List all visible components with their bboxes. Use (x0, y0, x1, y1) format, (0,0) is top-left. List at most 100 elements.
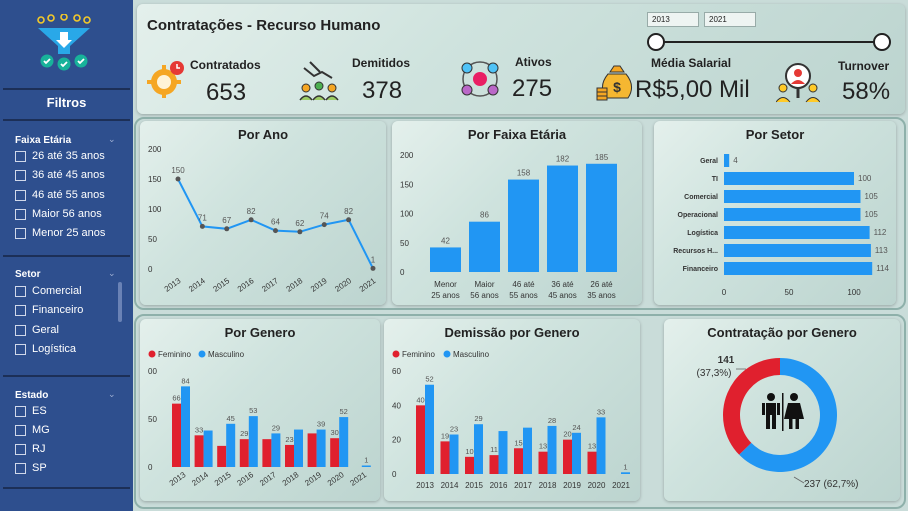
donut-slice-feminino (723, 358, 780, 455)
legend-marker-masculino (198, 350, 206, 358)
slicer-estado-item[interactable]: SP (15, 462, 47, 474)
data-label: 71 (198, 213, 207, 222)
year-slider-track[interactable] (656, 41, 882, 43)
x-tick-label: 2017 (258, 470, 278, 488)
chart-por-setor: Por Setor Geral 4 TI 100 Comercial 105 Operaci… (654, 121, 896, 305)
bar-masculino (339, 417, 349, 467)
x-tick-label: 26 até (590, 280, 613, 289)
bar-masculino (474, 424, 483, 474)
chevron-down-icon[interactable]: ⌄ (108, 134, 116, 144)
legend-label: Feminino (402, 350, 435, 359)
x-tick-label: 45 anos (548, 291, 576, 300)
x-tick-label: 2021 (612, 481, 630, 490)
checkbox[interactable] (15, 405, 26, 417)
header-panel (137, 4, 905, 114)
bar (724, 172, 854, 185)
year-slider-start-handle[interactable] (647, 33, 665, 51)
y-tick-label: 100 (400, 210, 414, 219)
bar-masculino (498, 431, 508, 474)
slicer-setor-item[interactable]: Geral (15, 324, 59, 336)
y-tick-label: 150 (148, 175, 162, 184)
data-label: 52 (340, 407, 348, 416)
x-tick-label: Maior (474, 280, 494, 289)
data-label: 86 (480, 211, 489, 220)
legend-marker-feminino (148, 350, 156, 358)
data-label: 158 (517, 169, 531, 178)
checkbox[interactable] (15, 208, 26, 220)
slicer-estado-title: Estado (15, 390, 49, 401)
data-label: 100 (858, 174, 872, 183)
year-start-input[interactable]: 2013 (647, 12, 699, 27)
checkbox[interactable] (15, 443, 26, 455)
sidebar-divider (3, 255, 130, 257)
slicer-setor-item[interactable]: Logística (15, 343, 76, 355)
slicer-estado-item[interactable]: RJ (15, 443, 45, 455)
x-tick-label: 2020 (326, 470, 346, 488)
bar-feminino (262, 439, 272, 467)
checkbox[interactable] (15, 304, 26, 316)
checkbox[interactable] (15, 227, 26, 239)
x-tick-label: 2014 (187, 276, 207, 294)
y-tick-label: 40 (392, 401, 401, 410)
chart-title: Por Ano (237, 127, 289, 142)
slicer-setor-item[interactable]: Comercial (15, 285, 82, 297)
chevron-down-icon[interactable]: ⌄ (108, 268, 116, 278)
slicer-faixa-item[interactable]: 46 até 55 anos (15, 189, 105, 201)
slicer-setor-item[interactable]: Financeiro (15, 304, 83, 316)
data-point (346, 217, 352, 223)
bar-masculino (523, 427, 532, 474)
y-tick-label: 200 (148, 145, 162, 154)
data-point (248, 217, 254, 223)
data-label: 1 (364, 456, 368, 465)
slicer-scrollbar[interactable] (118, 282, 122, 322)
bar-masculino (226, 423, 236, 467)
checkbox[interactable] (15, 169, 26, 181)
kpi-media-label: Média Salarial (651, 56, 732, 70)
category-label: Comercial (684, 194, 718, 201)
year-slider-end-handle[interactable] (873, 33, 891, 51)
y-tick-label: 150 (400, 180, 414, 189)
sidebar-divider (3, 487, 130, 489)
slicer-faixa-item[interactable]: Maior 56 anos (15, 208, 102, 220)
slicer-estado-item[interactable]: MG (15, 424, 50, 436)
data-label: 185 (595, 153, 609, 162)
checkbox[interactable] (15, 150, 26, 162)
slicer-faixa-item[interactable]: 26 até 35 anos (15, 150, 105, 162)
bar-feminino (285, 444, 294, 467)
data-label: 10 (465, 447, 473, 456)
bar-masculino (572, 432, 581, 474)
bar-masculino (596, 417, 606, 474)
top-charts-frame (134, 117, 906, 310)
chevron-down-icon[interactable]: ⌄ (108, 389, 116, 399)
hbar-chart: Geral 4 TI 100 Comercial 105 Operacional 105 Log… (673, 154, 890, 297)
slicer-faixa-item[interactable]: Menor 25 anos (15, 227, 105, 239)
x-tick-label: 2014 (441, 481, 459, 490)
slice-label: 237 (62,7%) (804, 479, 858, 490)
slicer-estado-item[interactable]: ES (15, 405, 47, 417)
bar-masculino (449, 434, 459, 474)
checkbox[interactable] (15, 324, 26, 336)
data-label: 67 (222, 216, 231, 225)
x-tick-label: 2019 (303, 470, 323, 488)
checkbox[interactable] (15, 285, 26, 297)
slicer-faixa-item[interactable]: 36 até 45 anos (15, 169, 105, 181)
data-point (224, 226, 230, 232)
year-end-input[interactable]: 2021 (704, 12, 756, 27)
x-tick-label: 2013 (163, 276, 183, 294)
sidebar-divider (3, 88, 130, 90)
donut-slice-masculino (739, 358, 837, 472)
bar-feminino (440, 441, 450, 474)
checkbox[interactable] (15, 189, 26, 201)
data-label: 182 (556, 155, 570, 164)
checkbox[interactable] (15, 424, 26, 436)
kpi-demitidos-value: 378 (362, 77, 403, 104)
data-label: 23 (285, 435, 293, 444)
checkbox[interactable] (15, 343, 26, 355)
category-label: TI (712, 176, 718, 183)
bar-feminino (307, 433, 317, 467)
data-label: 15 (514, 438, 522, 447)
bar-feminino (194, 435, 204, 467)
legend-label: Feminino (158, 350, 191, 359)
kpi-ativos-value: 275 (512, 75, 553, 102)
checkbox[interactable] (15, 462, 26, 474)
